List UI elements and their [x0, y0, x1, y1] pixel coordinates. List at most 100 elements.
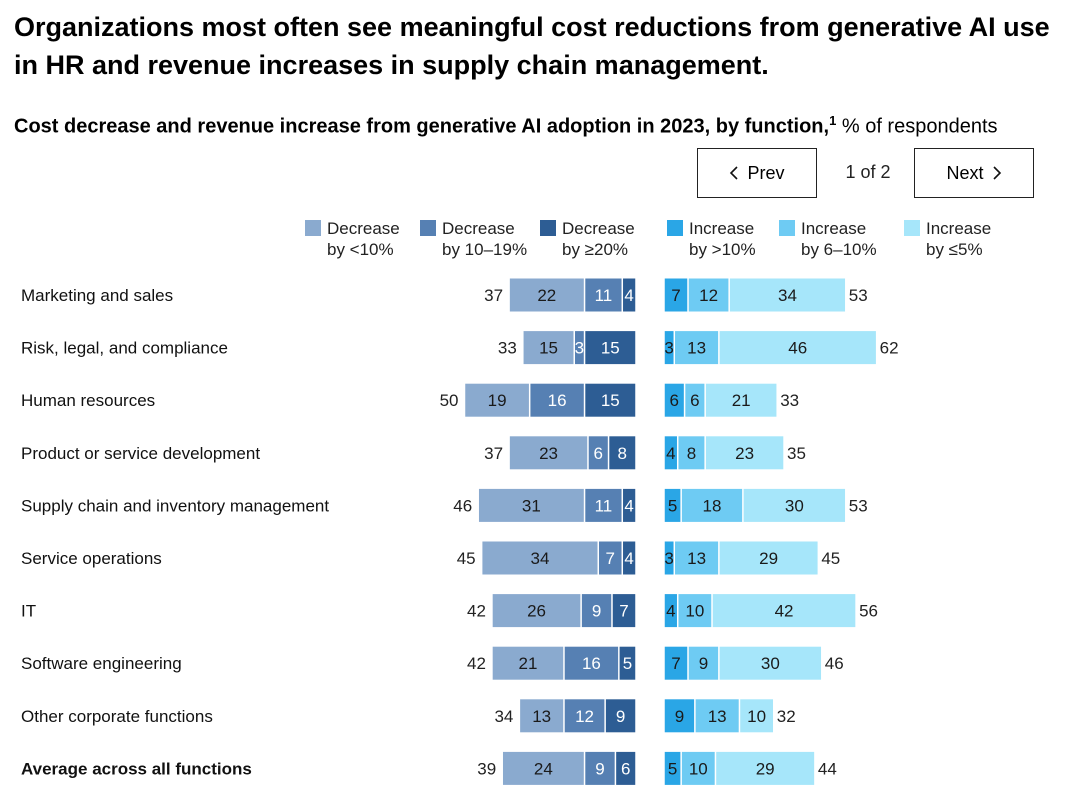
- increase-bar-segment: [664, 594, 677, 628]
- next-button[interactable]: Next: [914, 148, 1034, 198]
- decrease-bar-segment: [502, 751, 584, 785]
- legend-swatch: [540, 220, 556, 236]
- increase-bar-segment: [664, 278, 688, 312]
- increase-total-label: 53: [849, 496, 868, 515]
- decrease-bar-segment: [623, 541, 636, 575]
- increase-segment-label: 7: [671, 654, 680, 673]
- increase-bar-segment: [719, 646, 822, 680]
- category-label: Other corporate functions: [21, 707, 213, 726]
- decrease-bar-segment: [585, 751, 615, 785]
- increase-bar-segment: [685, 383, 705, 417]
- legend-swatch: [904, 220, 920, 236]
- increase-segment-label: 30: [761, 654, 780, 673]
- decrease-bar-segment: [599, 541, 622, 575]
- increase-bar-segment: [740, 699, 774, 733]
- increase-bar-segment: [664, 331, 674, 365]
- category-label: Product or service development: [21, 444, 260, 463]
- legend-label-line2: by 10–19%: [442, 240, 528, 259]
- legend-label-line2: by >10%: [689, 240, 756, 259]
- decrease-bar-segment: [585, 488, 622, 522]
- decrease-total-label: 39: [477, 759, 496, 778]
- decrease-bar-segment: [612, 594, 636, 628]
- increase-segment-label: 12: [699, 286, 718, 305]
- increase-total-label: 46: [825, 654, 844, 673]
- decrease-bar-segment: [478, 488, 584, 522]
- legend-swatch: [667, 220, 683, 236]
- legend-label-line1: Increase: [926, 219, 992, 238]
- decrease-bar-segment: [575, 331, 584, 365]
- increase-bar-segment: [664, 646, 688, 680]
- increase-bar-segment: [664, 488, 681, 522]
- decrease-segment-label: 5: [623, 654, 632, 673]
- decrease-bar-segment: [564, 646, 619, 680]
- increase-total-label: 35: [787, 444, 806, 463]
- increase-bar-segment: [681, 751, 715, 785]
- legend-swatch: [420, 220, 436, 236]
- increase-segment-label: 13: [687, 339, 706, 358]
- decrease-bar-segment: [509, 278, 584, 312]
- increase-segment-label: 30: [785, 496, 804, 515]
- subtitle-bold: Cost decrease and revenue increase from …: [14, 115, 830, 138]
- increase-total-label: 62: [880, 339, 899, 358]
- decrease-bar-segment: [520, 699, 564, 733]
- increase-segment-label: 23: [735, 444, 754, 463]
- decrease-bar-segment: [482, 541, 598, 575]
- category-label: Risk, legal, and compliance: [21, 339, 228, 358]
- increase-segment-label: 3: [664, 549, 673, 568]
- decrease-segment-label: 6: [594, 444, 603, 463]
- increase-bar-segment: [719, 541, 818, 575]
- increase-segment-label: 13: [708, 707, 727, 726]
- decrease-segment-label: 31: [522, 496, 541, 515]
- decrease-segment-label: 6: [621, 759, 630, 778]
- increase-segment-label: 9: [699, 654, 708, 673]
- category-label: Software engineering: [21, 654, 182, 673]
- increase-segment-label: 34: [778, 286, 797, 305]
- decrease-total-label: 37: [484, 286, 503, 305]
- decrease-segment-label: 9: [592, 602, 601, 621]
- decrease-total-label: 50: [440, 391, 459, 410]
- decrease-segment-label: 4: [624, 286, 633, 305]
- increase-segment-label: 29: [759, 549, 778, 568]
- decrease-segment-label: 13: [532, 707, 551, 726]
- increase-bar-segment: [705, 436, 784, 470]
- increase-bar-segment: [719, 331, 876, 365]
- legend-label-line1: Decrease: [442, 219, 515, 238]
- decrease-segment-label: 15: [601, 339, 620, 358]
- legend-swatch: [779, 220, 795, 236]
- subtitle-footnote: 1: [829, 113, 837, 128]
- legend-label-line1: Increase: [689, 219, 755, 238]
- decrease-segment-label: 7: [606, 549, 615, 568]
- increase-bar-segment: [695, 699, 739, 733]
- increase-bar-segment: [705, 383, 777, 417]
- increase-segment-label: 6: [690, 391, 699, 410]
- prev-button[interactable]: Prev: [697, 148, 817, 198]
- legend-label-line1: Increase: [801, 219, 867, 238]
- subtitle-unit: % of respondents: [836, 115, 998, 138]
- category-label: Supply chain and inventory management: [21, 496, 329, 515]
- decrease-bar-segment: [623, 278, 636, 312]
- next-button-label: Next: [946, 162, 984, 183]
- page-indicator: 1 of 2: [845, 162, 891, 182]
- increase-segment-label: 46: [788, 339, 807, 358]
- decrease-segment-label: 34: [530, 549, 549, 568]
- decrease-bar-segment: [492, 646, 564, 680]
- category-label: IT: [21, 602, 36, 621]
- increase-bar-segment: [716, 751, 815, 785]
- decrease-bar-segment: [623, 488, 636, 522]
- decrease-segment-label: 15: [601, 391, 620, 410]
- increase-segment-label: 21: [732, 391, 751, 410]
- decrease-total-label: 46: [453, 496, 472, 515]
- chevron-left-icon: [730, 166, 739, 180]
- increase-bar-segment: [688, 278, 729, 312]
- legend-label-line1: Decrease: [562, 219, 635, 238]
- chart-subtitle: Cost decrease and revenue increase from …: [14, 108, 1059, 140]
- increase-bar-segment: [664, 383, 684, 417]
- decrease-bar-segment: [588, 436, 608, 470]
- decrease-bar-segment: [585, 331, 636, 365]
- increase-segment-label: 8: [687, 444, 696, 463]
- increase-segment-label: 9: [675, 707, 684, 726]
- decrease-segment-label: 7: [619, 602, 628, 621]
- decrease-segment-label: 9: [595, 759, 604, 778]
- increase-bar-segment: [675, 541, 719, 575]
